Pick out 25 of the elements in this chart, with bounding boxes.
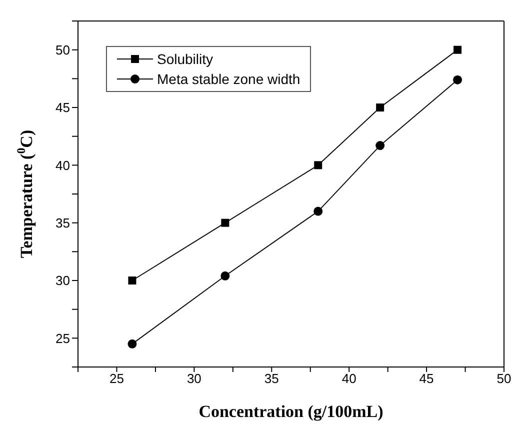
point: [128, 276, 136, 284]
point: [376, 141, 385, 150]
point: [220, 271, 230, 280]
point: [128, 339, 137, 348]
x-tick-label: 30: [186, 371, 202, 386]
y-tick-label: 50: [56, 42, 70, 58]
x-tick-label: 50: [496, 371, 512, 386]
point: [314, 206, 323, 216]
point: [453, 75, 462, 84]
y-tick-label: 40: [56, 158, 70, 173]
legend-label: Solubility: [157, 51, 214, 67]
x-tick-label: 45: [419, 371, 434, 386]
legend-label: Meta stable zone width: [157, 71, 300, 87]
y-tick-label: 25: [56, 330, 70, 346]
x-tick-label: 40: [342, 371, 356, 386]
x-axis-title: Concentration (g/100mL): [198, 402, 384, 421]
point: [221, 218, 230, 227]
y-tick-label: 45: [56, 100, 70, 116]
point: [454, 46, 462, 54]
x-tick-label: 35: [264, 371, 279, 386]
point: [376, 104, 384, 112]
point: [314, 161, 322, 170]
y-tick-label: 30: [56, 273, 70, 288]
y-tick-label: 35: [56, 215, 70, 230]
x-tick-label: 25: [109, 371, 124, 386]
